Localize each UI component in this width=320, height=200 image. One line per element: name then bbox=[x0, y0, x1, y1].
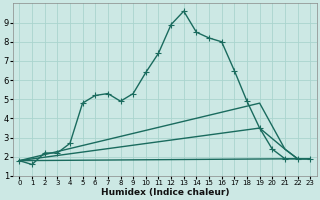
X-axis label: Humidex (Indice chaleur): Humidex (Indice chaleur) bbox=[100, 188, 229, 197]
